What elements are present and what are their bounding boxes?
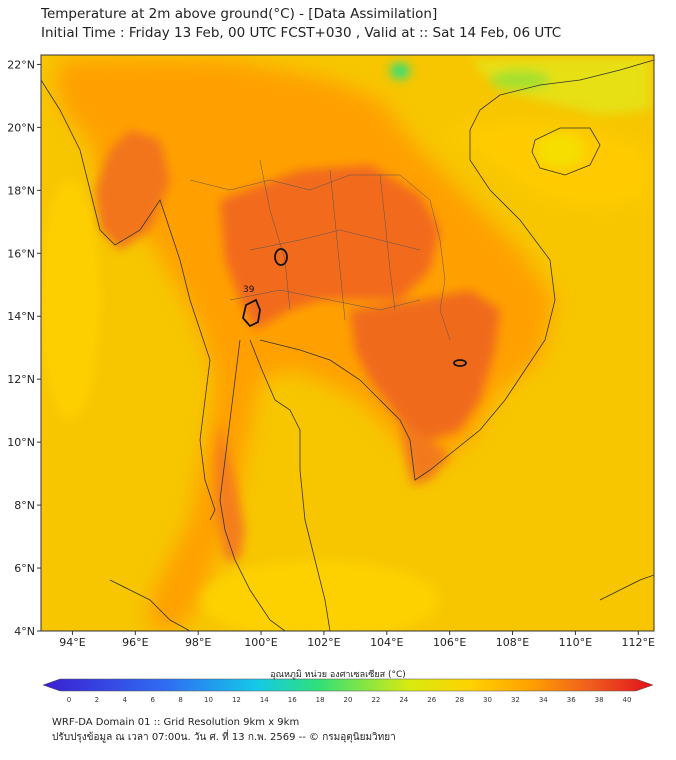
colorbar-tick-label: 2 — [95, 696, 99, 704]
colorbar-tick-label: 8 — [178, 696, 182, 704]
colorbar-tick-label: 34 — [539, 696, 548, 704]
footer-update-info: ปรับปรุงข้อมูล ณ เวลา 07:00น. วัน ศ. ที่… — [52, 732, 396, 743]
colorbar-tick-label: 10 — [204, 696, 213, 704]
lon-tick-label: 104°E — [370, 636, 403, 649]
lon-tick-label: 112°E — [622, 636, 655, 649]
lat-tick-label: 18°N — [7, 184, 35, 197]
footer-model-info: WRF-DA Domain 01 :: Grid Resolution 9km … — [52, 717, 300, 728]
map-frame — [40, 54, 655, 632]
colorbar-tick-label: 12 — [232, 696, 241, 704]
lat-tick-label: 22°N — [7, 58, 35, 71]
lon-tick-label: 94°E — [59, 636, 85, 649]
lon-tick-label: 100°E — [244, 636, 277, 649]
colorbar-tick-label: 36 — [567, 696, 576, 704]
lon-tick-label: 108°E — [496, 636, 529, 649]
colorbar: 0 2 4 6 8 10 12 14 16 18 20 22 24 26 28 30 32 34 36 38 40 — [42, 678, 654, 704]
lon-tick-label: 106°E — [433, 636, 466, 649]
contour-label: 39 — [243, 285, 255, 295]
colorbar-tick-label: 20 — [344, 696, 353, 704]
colorbar-tick-label: 14 — [260, 696, 269, 704]
latitude-ticks: 22°N 20°N 18°N 16°N 14°N 12°N 10°N 8°N 6°N 4°N — [7, 58, 41, 638]
colorbar-tick-label: 30 — [483, 696, 492, 704]
colorbar-tick-label: 0 — [67, 696, 71, 704]
colorbar-tick-label: 4 — [123, 696, 128, 704]
colorbar-tick-label: 28 — [455, 696, 464, 704]
colorbar-tick-label: 6 — [150, 696, 155, 704]
longitude-ticks: 94°E 96°E 98°E 100°E 102°E 104°E 106°E 108°E 110… — [59, 631, 655, 649]
lat-tick-label: 4°N — [14, 625, 35, 638]
lat-tick-label: 16°N — [7, 247, 35, 260]
colorbar-tick-label: 22 — [371, 696, 380, 704]
lon-tick-label: 102°E — [307, 636, 340, 649]
lon-tick-label: 98°E — [185, 636, 211, 649]
temperature-field — [41, 55, 654, 631]
colorbar-tick-label: 38 — [595, 696, 604, 704]
lon-tick-label: 110°E — [559, 636, 592, 649]
lat-tick-label: 6°N — [14, 562, 35, 575]
chart-subtitle: Initial Time : Friday 13 Feb, 00 UTC FCS… — [41, 25, 562, 41]
colorbar-title: อุณหภูมิ หน่วย องศาเซลเซียส (°C) — [270, 670, 406, 680]
lat-tick-label: 14°N — [7, 310, 35, 323]
lat-tick-label: 20°N — [7, 121, 35, 134]
lat-tick-label: 12°N — [7, 373, 35, 386]
lon-tick-label: 96°E — [122, 636, 148, 649]
chart-title: Temperature at 2m above ground(°C) - [Da… — [41, 6, 438, 22]
colorbar-tick-label: 40 — [623, 696, 632, 704]
colorbar-tick-label: 32 — [511, 696, 520, 704]
colorbar-tick-label: 24 — [399, 696, 408, 704]
colorbar-tick-label: 18 — [316, 696, 325, 704]
lat-tick-label: 8°N — [14, 499, 35, 512]
lat-tick-label: 10°N — [7, 436, 35, 449]
colorbar-tick-label: 16 — [288, 696, 297, 704]
colorbar-tick-label: 26 — [427, 696, 436, 704]
